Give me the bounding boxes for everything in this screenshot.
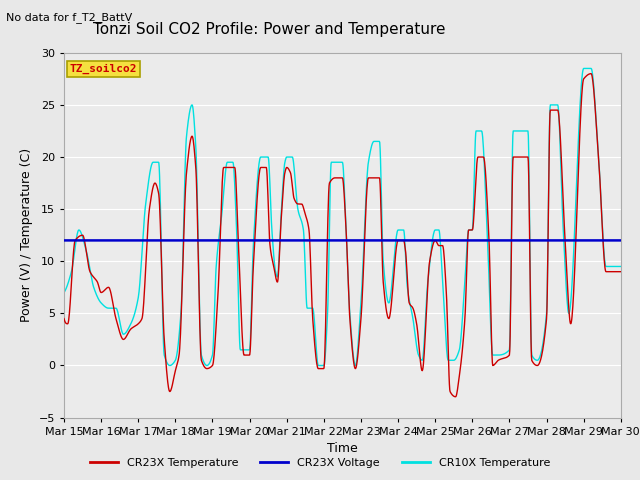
X-axis label: Time: Time (327, 442, 358, 455)
Legend: CR23X Temperature, CR23X Voltage, CR10X Temperature: CR23X Temperature, CR23X Voltage, CR10X … (86, 453, 554, 472)
Text: No data for f_T2_BattV: No data for f_T2_BattV (6, 12, 132, 23)
Y-axis label: Power (V) / Temperature (C): Power (V) / Temperature (C) (20, 148, 33, 322)
Text: TZ_soilco2: TZ_soilco2 (70, 64, 137, 74)
Text: Tonzi Soil CO2 Profile: Power and Temperature: Tonzi Soil CO2 Profile: Power and Temper… (93, 22, 445, 36)
